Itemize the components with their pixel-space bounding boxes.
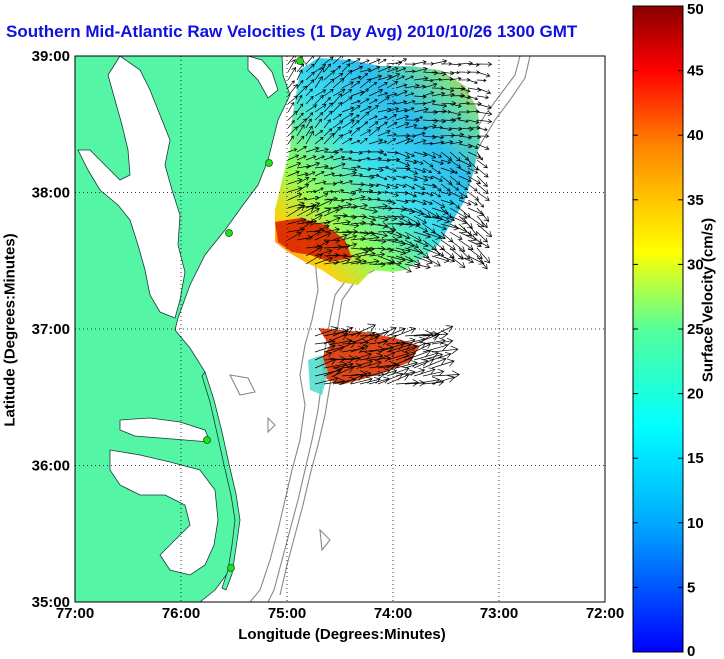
station-marker bbox=[296, 57, 304, 65]
colorbar-tick-label: 45 bbox=[687, 63, 704, 80]
x-tick-label: 72:00 bbox=[586, 605, 624, 622]
chesapeake-bay bbox=[77, 56, 186, 319]
colorbar bbox=[632, 5, 684, 653]
station-marker bbox=[227, 564, 235, 572]
y-tick-label: 38:00 bbox=[32, 185, 70, 202]
y-axis-ticks: 35:00 36:00 37:00 38:00 39:00 bbox=[32, 48, 70, 611]
station-marker bbox=[265, 159, 273, 167]
colorbar-tick-label: 40 bbox=[687, 127, 704, 144]
colorbar-tick-label: 10 bbox=[687, 515, 704, 532]
velocity-hotspot-south bbox=[275, 218, 352, 262]
velocity-arrows bbox=[287, 56, 493, 387]
station-marker bbox=[225, 229, 233, 237]
colorbar-tick-label: 5 bbox=[687, 579, 695, 596]
x-tick-label: 76:00 bbox=[162, 605, 200, 622]
y-tick-label: 36:00 bbox=[32, 458, 70, 475]
station-marker bbox=[203, 436, 211, 444]
grid-lines bbox=[75, 56, 605, 602]
colorbar-tick-label: 15 bbox=[687, 450, 704, 467]
delaware-bay bbox=[247, 56, 279, 99]
albemarle-sound bbox=[119, 417, 211, 443]
colorbar-tick-label: 0 bbox=[687, 643, 695, 659]
colorbar-label: Surface Velocity (cm/s) bbox=[699, 217, 717, 383]
y-tick-label: 35:00 bbox=[32, 594, 70, 611]
x-axis-ticks: 77:00 76:00 75:00 74:00 73:00 72:00 bbox=[56, 605, 624, 622]
colorbar-tick-label: 20 bbox=[687, 386, 704, 403]
colorbar-tick-label: 35 bbox=[687, 192, 704, 209]
colorbar-ticks: 0 5 10 15 20 25 30 35 40 45 50 bbox=[633, 1, 704, 659]
colorbar-tick-label: 30 bbox=[687, 256, 704, 273]
x-axis-label: Longitude (Degrees:Minutes) bbox=[238, 626, 446, 643]
colorbar-tick-label: 50 bbox=[687, 1, 704, 18]
x-tick-label: 75:00 bbox=[268, 605, 306, 622]
barrier-islands bbox=[201, 371, 241, 591]
hf-radar-stations bbox=[203, 57, 304, 572]
x-tick-label: 77:00 bbox=[56, 605, 94, 622]
map-title: Southern Mid-Atlantic Raw Velocities (1 … bbox=[6, 22, 578, 41]
pamlico-sound bbox=[109, 449, 219, 576]
plot-frame bbox=[74, 55, 606, 603]
y-axis-label: Latitude (Degrees:Minutes) bbox=[1, 233, 19, 427]
y-tick-label: 39:00 bbox=[32, 48, 70, 65]
x-tick-label: 74:00 bbox=[374, 605, 412, 622]
colorbar-tick-label: 25 bbox=[687, 321, 704, 338]
y-tick-label: 37:00 bbox=[32, 321, 70, 338]
x-tick-label: 73:00 bbox=[480, 605, 518, 622]
